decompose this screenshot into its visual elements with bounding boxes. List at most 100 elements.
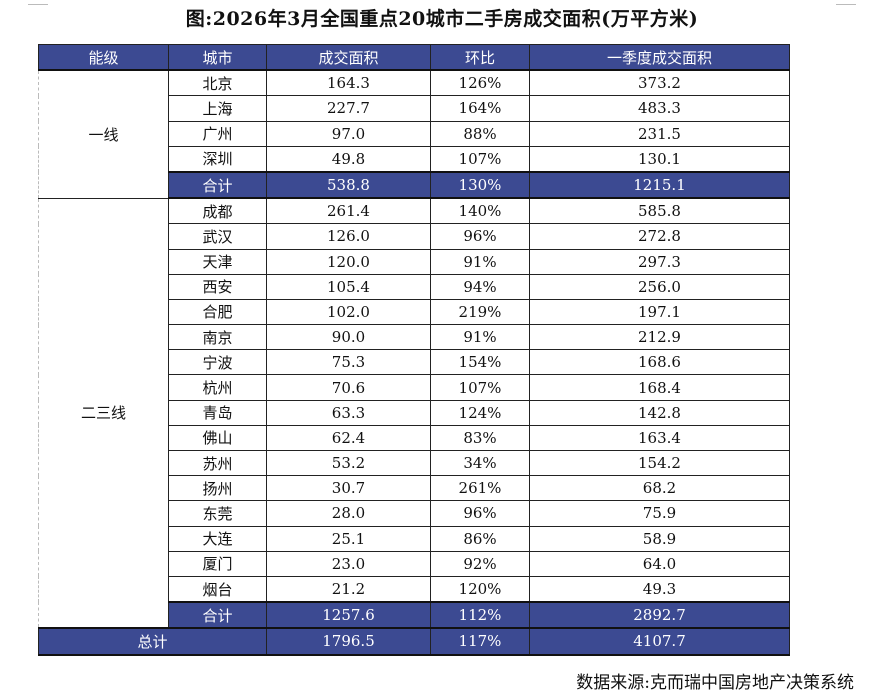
table-row: 南京 90.0 91% 212.9 [39, 324, 790, 351]
q1-area-cell: 49.3 [529, 575, 790, 603]
mom-cell: 219% [430, 298, 530, 326]
mom-cell: 96% [430, 223, 530, 250]
mom-cell: 34% [430, 449, 530, 477]
q1-area-cell: 231.5 [529, 120, 790, 147]
mom-cell: 140% [430, 197, 530, 225]
q1-area-cell: 163.4 [529, 424, 790, 452]
area-cell: 23.0 [266, 550, 431, 577]
total-mom-cell: 117% [430, 627, 530, 656]
q1-area-cell: 373.2 [529, 69, 790, 97]
page-corner-mark [28, 0, 48, 5]
city-cell: 青岛 [168, 399, 267, 426]
q1-area-cell: 64.0 [529, 550, 790, 577]
mom-cell: 107% [430, 145, 530, 173]
table-row: 厦门 23.0 92% 64.0 [39, 550, 790, 577]
subtotal-city-cell: 合计 [168, 170, 267, 200]
area-cell: 21.2 [266, 575, 431, 603]
mom-cell: 126% [430, 69, 530, 97]
city-cell: 广州 [168, 120, 267, 147]
area-cell: 120.0 [266, 248, 431, 275]
mom-cell: 83% [430, 424, 530, 452]
area-cell: 28.0 [266, 500, 431, 527]
mom-cell: 86% [430, 525, 530, 552]
city-cell: 宁波 [168, 349, 267, 376]
table-row: 扬州 30.7 261% 68.2 [39, 475, 790, 502]
table-row: 杭州 70.6 107% 168.4 [39, 374, 790, 401]
q1-area-cell: 297.3 [529, 248, 790, 275]
city-cell: 苏州 [168, 449, 267, 477]
city-cell: 佛山 [168, 424, 267, 452]
mom-cell: 91% [430, 324, 530, 351]
table-row: 一线 北京 164.3 126% 373.2 [38, 69, 790, 199]
area-cell: 30.7 [266, 475, 431, 502]
header-tier: 能级 [38, 44, 169, 72]
q1-area-cell: 168.4 [529, 374, 790, 401]
table-row: 东莞 28.0 96% 75.9 [39, 500, 790, 527]
area-cell: 105.4 [266, 273, 431, 300]
mom-cell: 94% [430, 273, 530, 300]
city-cell: 合肥 [168, 298, 267, 326]
subtotal-mom-cell: 112% [430, 601, 530, 630]
header-q1-area: 一季度成交面积 [529, 44, 790, 72]
table-row: 武汉 126.0 96% 272.8 [39, 223, 790, 250]
city-cell: 成都 [168, 197, 267, 225]
city-cell: 厦门 [168, 550, 267, 577]
mom-cell: 124% [430, 399, 530, 426]
city-cell: 上海 [168, 95, 267, 122]
header-city: 城市 [168, 44, 267, 72]
city-cell: 北京 [168, 69, 267, 97]
q1-area-cell: 130.1 [529, 145, 790, 173]
city-cell: 西安 [168, 273, 267, 300]
data-source: 数据来源:克而瑞中国房地产决策系统 [576, 673, 854, 693]
table-row: 深圳 49.8 107% 130.1 [39, 145, 790, 173]
area-cell: 25.1 [266, 525, 431, 552]
city-cell: 深圳 [168, 145, 267, 173]
q1-area-cell: 168.6 [529, 349, 790, 376]
page-corner-mark [836, 0, 856, 5]
area-cell: 49.8 [266, 145, 431, 173]
mom-cell: 107% [430, 374, 530, 401]
subtotal-city-cell: 合计 [168, 601, 267, 630]
mom-cell: 164% [430, 95, 530, 122]
q1-area-cell: 142.8 [529, 399, 790, 426]
tier-cell: 一线 [38, 69, 169, 199]
table-row: 宁波 75.3 154% 168.6 [39, 349, 790, 376]
city-cell: 杭州 [168, 374, 267, 401]
figure-title: 图:2026年3月全国重点20城市二手房成交面积(万平方米) [185, 8, 699, 30]
mom-cell: 96% [430, 500, 530, 527]
table-row: 大连 25.1 86% 58.9 [39, 525, 790, 552]
mom-cell: 91% [430, 248, 530, 275]
subtotal-mom-cell: 130% [430, 170, 530, 200]
city-cell: 南京 [168, 324, 267, 351]
q1-area-cell: 483.3 [529, 95, 790, 122]
area-cell: 126.0 [266, 223, 431, 250]
city-cell: 东莞 [168, 500, 267, 527]
area-cell: 63.3 [266, 399, 431, 426]
q1-area-cell: 212.9 [529, 324, 790, 351]
city-cell: 天津 [168, 248, 267, 275]
header-area: 成交面积 [266, 44, 431, 72]
area-cell: 53.2 [266, 449, 431, 477]
q1-area-cell: 585.8 [529, 197, 790, 225]
subtotal-q1-area-cell: 1215.1 [529, 170, 790, 200]
q1-area-cell: 197.1 [529, 298, 790, 326]
tier-cell: 二三线 [38, 197, 169, 629]
mom-cell: 88% [430, 120, 530, 147]
area-cell: 75.3 [266, 349, 431, 376]
city-cell: 武汉 [168, 223, 267, 250]
mom-cell: 261% [430, 475, 530, 502]
table-row: 青岛 63.3 124% 142.8 [39, 399, 790, 426]
header-mom: 环比 [430, 44, 530, 72]
table-row: 佛山 62.4 83% 163.4 [39, 424, 790, 452]
q1-area-cell: 75.9 [529, 500, 790, 527]
q1-area-cell: 256.0 [529, 273, 790, 300]
table-row: 天津 120.0 91% 297.3 [39, 248, 790, 275]
total-q1-area-cell: 4107.7 [529, 627, 790, 656]
city-cell: 烟台 [168, 575, 267, 603]
table-header-row: 能级 城市 成交面积 环比 一季度成交面积 [38, 44, 790, 72]
area-cell: 261.4 [266, 197, 431, 225]
q1-area-cell: 154.2 [529, 449, 790, 477]
data-table: 能级 城市 成交面积 环比 一季度成交面积 一线 北京 164.3 126% 373.2… [38, 44, 790, 656]
total-area-cell: 1796.5 [266, 627, 431, 656]
table-row: 二三线 成都 261.4 140% 585.8 [38, 197, 790, 629]
